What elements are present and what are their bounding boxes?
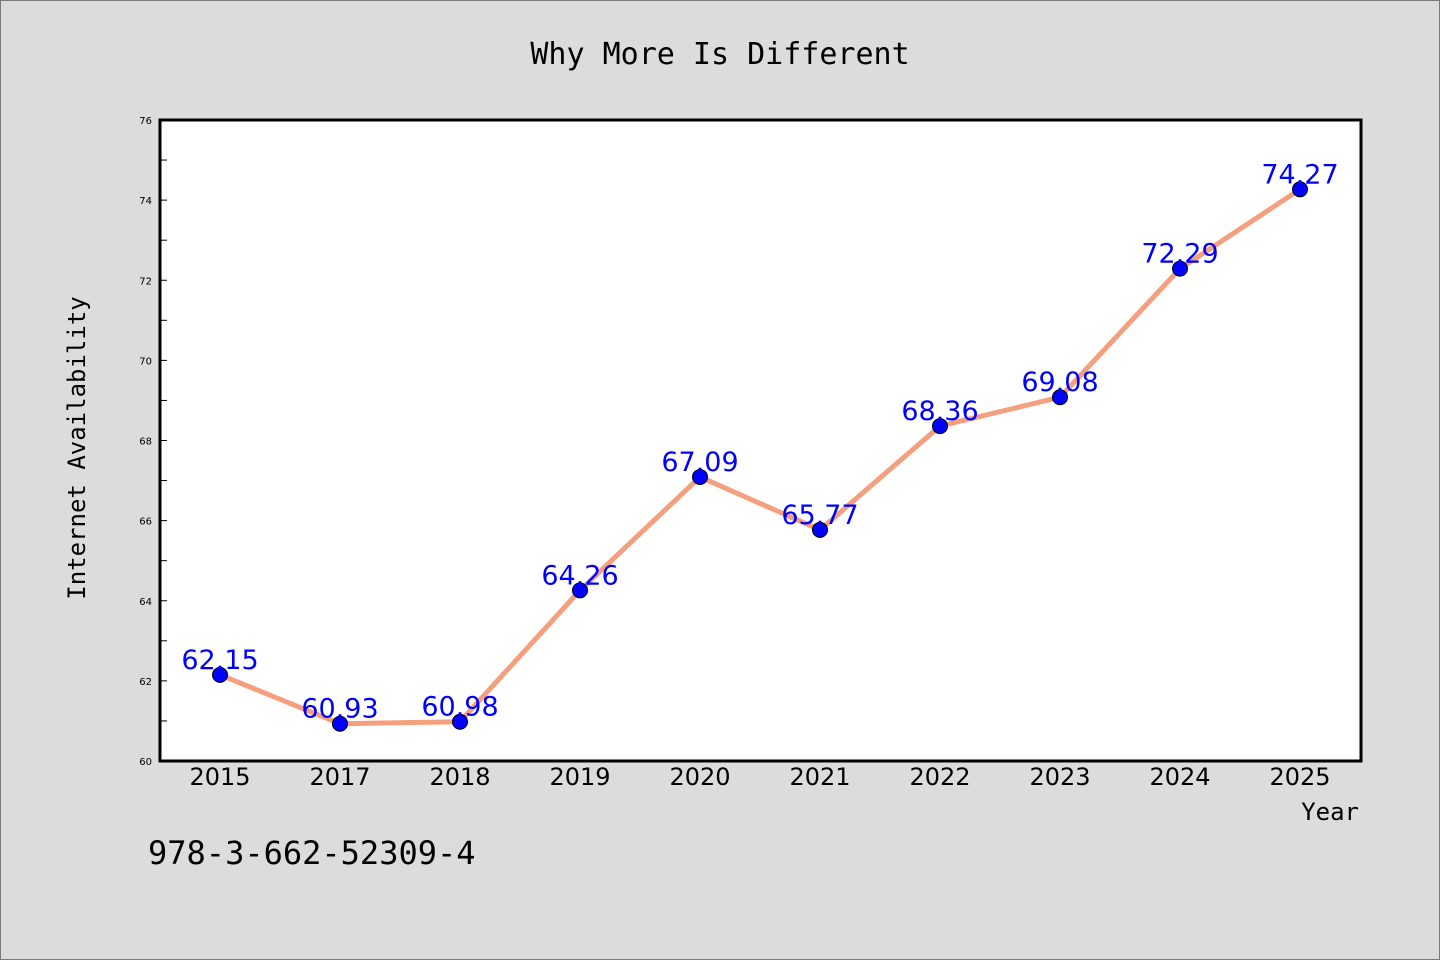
data-label: 64.26 [541,560,618,591]
y-tick-label: 64 [139,597,152,608]
x-tick-label: 2015 [189,763,250,791]
data-point [932,418,948,435]
x-axis: 2015 2017 2018 2019 2020 2021 2022 2023 2024 2025 [189,763,1330,791]
x-tick-label: 2021 [789,763,850,791]
y-tick-label: 76 [139,116,152,127]
data-label: 72.29 [1141,239,1218,270]
data-label: 68.36 [901,396,978,427]
y-tick-label: 60 [139,757,152,768]
data-point [212,666,228,683]
data-point [572,582,588,599]
y-tick-label: 72 [139,276,152,287]
y-tick-label: 74 [139,196,152,207]
data-point [812,521,828,538]
chart-title: Why More Is Different [530,37,909,72]
plot-area [158,118,1363,763]
data-point [1172,260,1188,277]
data-label: 65.77 [781,500,858,531]
y-tick-label: 70 [139,356,152,367]
data-label: 60.93 [301,694,378,725]
x-tick-label: 2022 [909,763,970,791]
data-point [1292,181,1308,198]
data-label: 74.27 [1261,159,1338,190]
data-label: 67.09 [661,447,738,478]
y-tick-label: 66 [139,517,152,528]
x-axis-label: Year [1301,798,1359,826]
x-tick-label: 2019 [549,763,610,791]
series-line [217,186,1303,727]
x-tick-label: 2018 [429,763,490,791]
isbn-text: 978-3-662-52309-4 [148,834,476,872]
data-label: 62.15 [181,645,258,676]
y-tick-label: 62 [139,677,152,688]
x-tick-label: 2025 [1269,763,1330,791]
x-tick-label: 2023 [1029,763,1090,791]
x-tick-label: 2020 [669,763,730,791]
data-label: 69.08 [1021,367,1098,398]
data-point [692,468,708,485]
y-axis-label: Internet Availability [63,296,91,599]
data-label: 60.98 [421,692,498,723]
series-group: 62.15 60.93 60.98 64.26 67.09 65.77 68.36 69.08… [181,159,1339,732]
y-tick-label: 68 [139,437,152,448]
y-axis: 60 62 64 66 68 70 72 74 76 [139,116,167,768]
data-point [332,715,348,732]
data-point [452,713,468,730]
data-point [1052,389,1068,406]
x-tick-label: 2024 [1149,763,1210,791]
x-tick-label: 2017 [309,763,370,791]
